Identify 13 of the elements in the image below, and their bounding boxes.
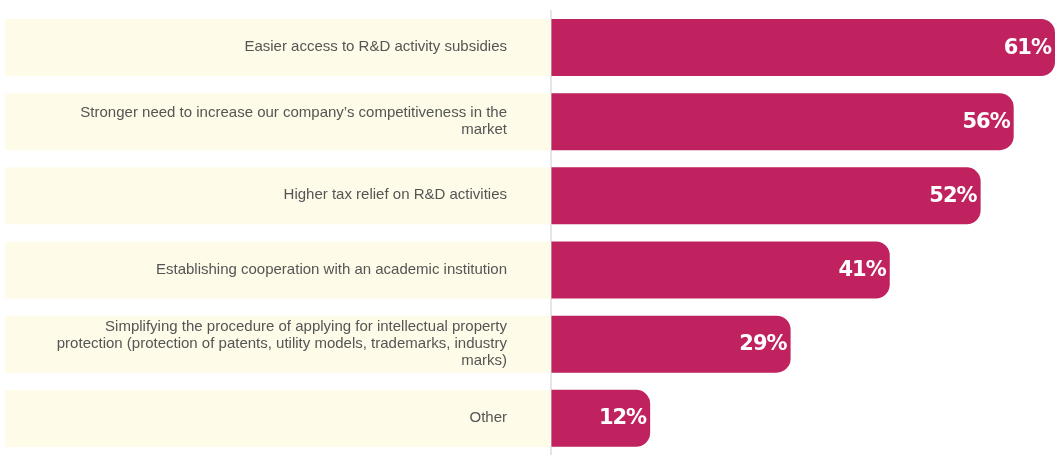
data-label: 56% — [962, 108, 1011, 133]
data-label: 29% — [739, 331, 788, 356]
data-label: 12% — [598, 405, 648, 430]
y-tick-label: Easier access to R&D activity subsidies — [244, 37, 507, 55]
y-tick-label: Establishing cooperation with an academic institution — [155, 259, 507, 277]
bar — [551, 389, 651, 447]
data-label: 61% — [1003, 34, 1052, 59]
y-tick-label: Simplifying the procedure of applying for intellectual property protection (protection of patents, utility models, trademarks, industry marks) — [56, 316, 508, 368]
y-tick-label: Other — [469, 407, 507, 425]
y-tick-label: Higher tax relief on R&D activities — [283, 185, 507, 203]
y-tick-label: Stronger need to increase our company’s competitiveness in the market — [80, 102, 508, 137]
data-label: 52% — [929, 182, 978, 207]
data-label: 41% — [838, 257, 887, 281]
